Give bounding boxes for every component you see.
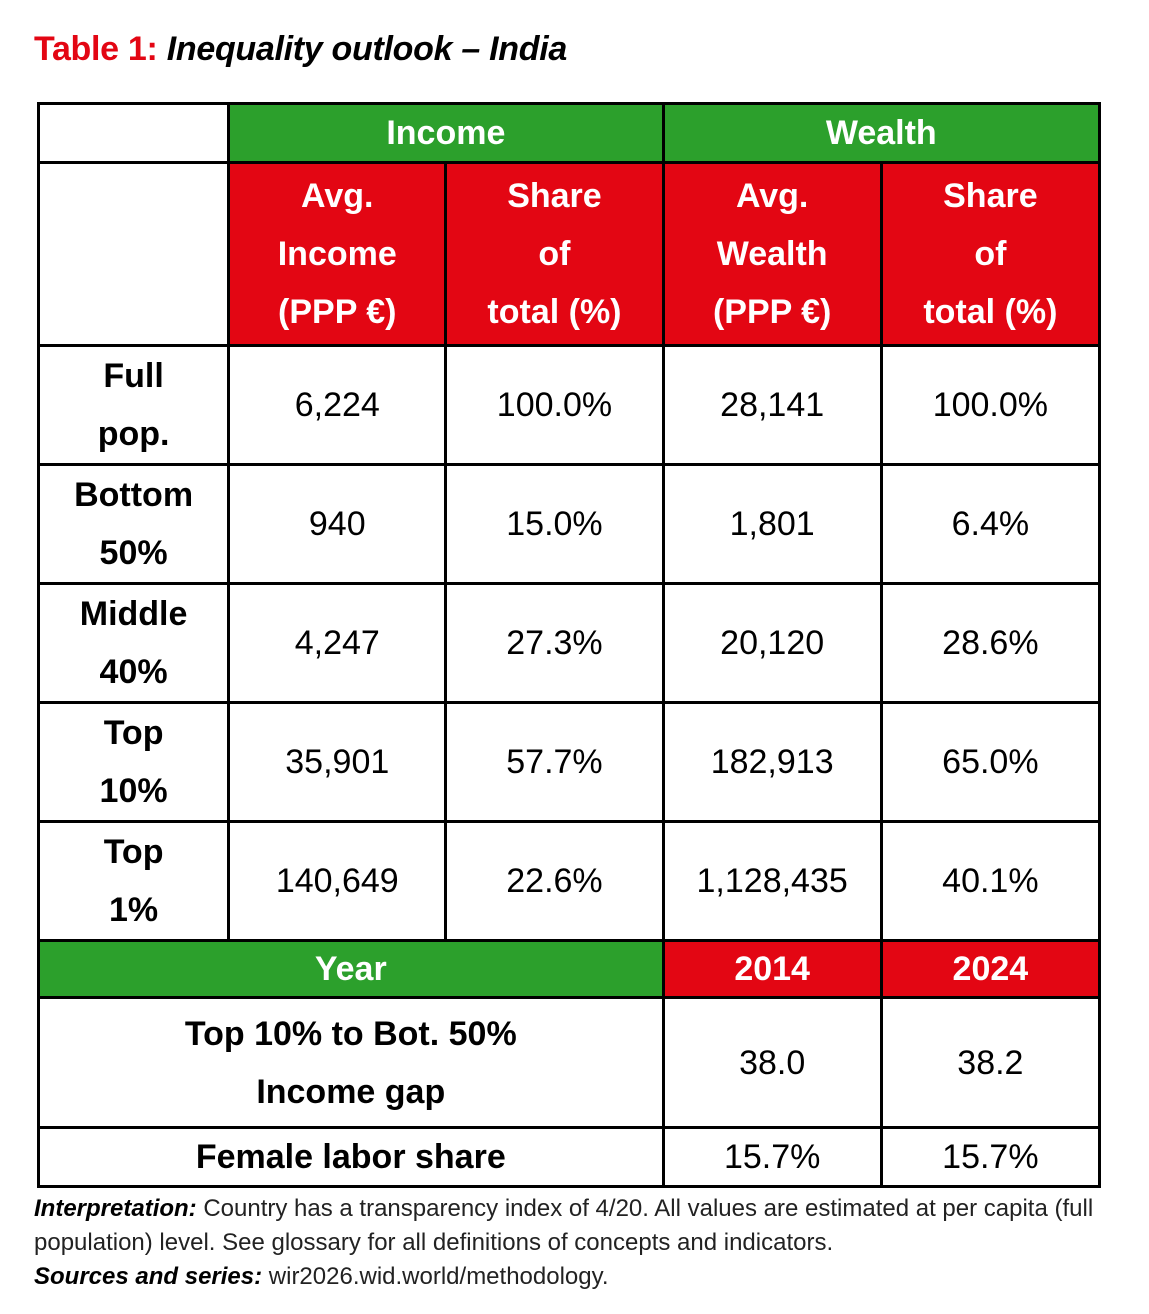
income-group-header: Income: [227, 102, 665, 164]
wealth-share-cell: 65.0%: [879, 701, 1102, 823]
header-line: total (%): [487, 293, 622, 331]
header-line: Wealth: [716, 235, 828, 273]
income-share-cell: 15.0%: [444, 463, 665, 585]
income-share-cell: 100.0%: [444, 344, 665, 466]
female-labor-row: Female labor share 15.7% 15.7%: [37, 1126, 1102, 1188]
avg-wealth-cell: 1,801: [661, 463, 883, 585]
row-label-line: Top: [103, 833, 164, 871]
corner-cell: [36, 102, 231, 164]
group-header-row: Income Wealth: [36, 102, 1102, 164]
row-label: Top 10%: [36, 701, 231, 823]
col-header-avg-wealth: Avg. Wealth (PPP €): [661, 161, 883, 347]
sources-note: Sources and series: wir2026.wid.world/me…: [34, 1260, 1124, 1294]
wealth-share-cell: 6.4%: [879, 463, 1102, 585]
table-name: Inequality outlook – India: [166, 30, 568, 68]
sources-text: wir2026.wid.world/methodology.: [262, 1263, 609, 1290]
header-line: of: [974, 235, 1007, 273]
row-label: Top 1%: [36, 820, 231, 942]
row-label-line: Full: [103, 357, 164, 395]
income-share-cell: 57.7%: [444, 701, 665, 823]
table-row: Top 1% 140,649 22.6% 1,128,435 40.1%: [36, 820, 1102, 942]
table-row: Bottom 50% 940 15.0% 1,801 6.4%: [36, 463, 1102, 585]
header-line: of: [538, 235, 571, 273]
income-gap-row: Top 10% to Bot. 50% Income gap 38.0 38.2: [37, 996, 1102, 1129]
indicator-label-line: Income gap: [256, 1072, 446, 1111]
header-line: Share: [507, 177, 602, 215]
row-label-line: Bottom: [74, 476, 194, 514]
avg-income-cell: 140,649: [227, 820, 448, 942]
table-number: Table 1:: [34, 30, 158, 68]
header-line: Avg.: [301, 177, 374, 215]
inequality-table: Income Wealth Avg. Income (PPP €) Share …: [36, 102, 1102, 1188]
header-line: Avg.: [735, 177, 809, 215]
avg-wealth-cell: 20,120: [661, 582, 883, 704]
interpretation-label: Interpretation:: [34, 1195, 197, 1222]
interpretation-note: Interpretation: Country has a transparen…: [34, 1192, 1124, 1260]
wealth-share-cell: 40.1%: [879, 820, 1102, 942]
sources-label: Sources and series:: [34, 1263, 263, 1290]
income-share-cell: 27.3%: [444, 582, 665, 704]
wealth-group-header: Wealth: [661, 102, 1102, 164]
row-label-line: Top: [103, 714, 164, 752]
year-2024-header: 2024: [879, 939, 1102, 999]
row-label-line: 40%: [99, 653, 168, 691]
col-header-avg-income: Avg. Income (PPP €): [227, 161, 448, 347]
avg-wealth-cell: 182,913: [661, 701, 883, 823]
female-labor-2024: 15.7%: [879, 1126, 1102, 1188]
table-row: Full pop. 6,224 100.0% 28,141 100.0%: [36, 344, 1102, 466]
year-header-row: Year 2014 2024: [37, 939, 1102, 999]
header-line: (PPP €): [712, 293, 832, 331]
row-label-line: 1%: [109, 891, 159, 929]
year-2014-header: 2014: [661, 939, 883, 999]
col-header-wealth-share: Share of total (%): [879, 161, 1102, 347]
row-label: Bottom 50%: [36, 463, 231, 585]
income-gap-2024: 38.2: [879, 996, 1102, 1129]
avg-income-cell: 6,224: [227, 344, 448, 466]
column-header-row: Avg. Income (PPP €) Share of total (%) A…: [36, 161, 1102, 347]
wealth-share-cell: 100.0%: [879, 344, 1102, 466]
header-line: Share: [943, 177, 1038, 215]
row-label-line: Middle: [79, 595, 188, 633]
header-line: Income: [277, 235, 397, 273]
table-row: Top 10% 35,901 57.7% 182,913 65.0%: [36, 701, 1102, 823]
row-label-line: 10%: [99, 772, 168, 810]
interpretation-text: Country has a transparency index of 4/20…: [34, 1195, 1094, 1256]
header-line: total (%): [923, 293, 1058, 331]
wealth-share-cell: 28.6%: [879, 582, 1102, 704]
avg-wealth-cell: 1,128,435: [661, 820, 883, 942]
row-label-line: 50%: [99, 534, 168, 572]
female-labor-2014: 15.7%: [661, 1126, 883, 1188]
table-notes: Interpretation: Country has a transparen…: [34, 1192, 1124, 1294]
avg-income-cell: 35,901: [227, 701, 448, 823]
year-header: Year: [37, 939, 665, 999]
col-header-income-share: Share of total (%): [444, 161, 665, 347]
income-share-cell: 22.6%: [444, 820, 665, 942]
avg-wealth-cell: 28,141: [661, 344, 883, 466]
row-label: Full pop.: [36, 344, 231, 466]
income-gap-label: Top 10% to Bot. 50% Income gap: [37, 996, 665, 1129]
female-labor-label: Female labor share: [37, 1126, 665, 1188]
table-row: Middle 40% 4,247 27.3% 20,120 28.6%: [36, 582, 1102, 704]
blank-header-cell: [36, 161, 231, 347]
avg-income-cell: 4,247: [227, 582, 448, 704]
header-line: (PPP €): [278, 293, 397, 331]
table-title: Table 1: Inequality outlook – India: [34, 30, 567, 69]
indicator-label-line: Top 10% to Bot. 50%: [184, 1014, 517, 1053]
avg-income-cell: 940: [227, 463, 448, 585]
row-label: Middle 40%: [36, 582, 231, 704]
row-label-line: pop.: [97, 415, 170, 453]
income-gap-2014: 38.0: [661, 996, 883, 1129]
